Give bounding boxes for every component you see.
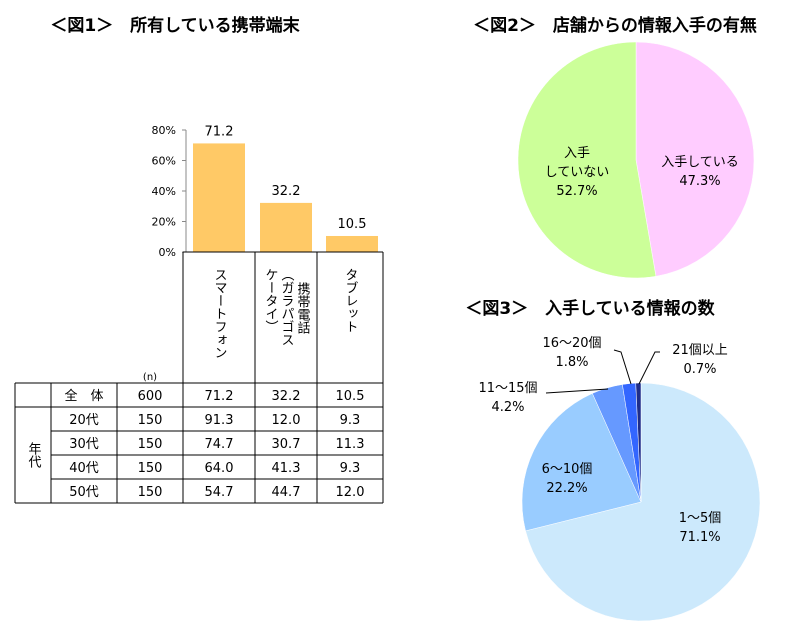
slice-label: 入手している [661, 155, 739, 170]
table-value: 10.5 [336, 389, 365, 404]
bar [193, 143, 245, 252]
slice-label: 6～10個 [542, 462, 593, 477]
row-label: 20代 [69, 413, 99, 428]
row-label: 全 体 [64, 388, 103, 404]
slice-pct: 47.3% [679, 174, 720, 189]
slice-label: 1～5個 [679, 511, 722, 526]
table-value: 44.7 [272, 485, 301, 500]
data-label: 10.5 [338, 217, 367, 232]
pie-slice [517, 41, 657, 279]
row-label: 50代 [69, 485, 99, 500]
pie-slice [635, 41, 755, 277]
y-tick-label: 60% [152, 155, 176, 168]
slice-pct: 1.8% [555, 355, 588, 370]
y-tick-label: 20% [152, 216, 176, 229]
table-value: 41.3 [272, 461, 301, 476]
n-value: 150 [138, 437, 163, 452]
leader-line [545, 388, 609, 394]
category-label: タブレット [343, 268, 358, 333]
category-label: スマートフォン [212, 268, 227, 359]
n-value: 150 [138, 485, 163, 500]
table-value: 11.3 [336, 437, 365, 452]
table-value: 12.0 [272, 413, 301, 428]
chart-title: ＜図2＞ 店舗からの情報入手の有無 [473, 15, 757, 36]
row-label: 30代 [69, 437, 99, 452]
pie-slice [635, 382, 642, 503]
y-tick-label: 80% [152, 124, 176, 137]
bar [260, 202, 312, 252]
table-value: 9.3 [340, 461, 361, 476]
data-label: 71.2 [205, 124, 234, 139]
slice-label: していない [545, 165, 610, 180]
n-value: 600 [138, 389, 163, 404]
slice-label: 11～15個 [478, 381, 537, 396]
leader-line [613, 349, 632, 385]
slice-label: 16～20個 [542, 336, 601, 351]
slice-pct: 4.2% [491, 400, 524, 415]
table-value: 91.3 [205, 413, 234, 428]
table-value: 54.7 [205, 485, 234, 500]
slice-pct: 71.1% [679, 530, 720, 545]
row-label: 40代 [69, 461, 99, 476]
slice-label: 入手 [564, 146, 590, 161]
table-value: 74.7 [205, 437, 234, 452]
table-value: 32.2 [272, 389, 301, 404]
table-value: 9.3 [340, 413, 361, 428]
table-value: 71.2 [205, 389, 234, 404]
y-tick-label: 0% [159, 246, 176, 259]
n-value: 150 [138, 413, 163, 428]
n-label: (n) [143, 372, 157, 383]
chart-title: ＜図1＞ 所有している携帯端末 [50, 15, 300, 36]
slice-pct: 22.2% [546, 481, 587, 496]
table-value: 12.0 [336, 485, 365, 500]
bar [326, 235, 378, 252]
pie-slice [521, 393, 642, 532]
slice-pct: 0.7% [683, 362, 716, 377]
data-label: 32.2 [272, 184, 301, 199]
n-value: 150 [138, 461, 163, 476]
table-value: 30.7 [272, 437, 301, 452]
group-label: 年代 [26, 442, 42, 469]
slice-label: 21個以上 [672, 343, 728, 358]
slice-pct: 52.7% [556, 184, 597, 199]
category-label: 携帯電話（ガラパゴスケータイ） [263, 268, 311, 346]
pie-slice [525, 382, 761, 622]
leader-line [638, 351, 660, 385]
table-value: 64.0 [205, 461, 234, 476]
chart-title: ＜図3＞ 入手している情報の数 [465, 298, 715, 319]
y-tick-label: 40% [152, 185, 176, 198]
